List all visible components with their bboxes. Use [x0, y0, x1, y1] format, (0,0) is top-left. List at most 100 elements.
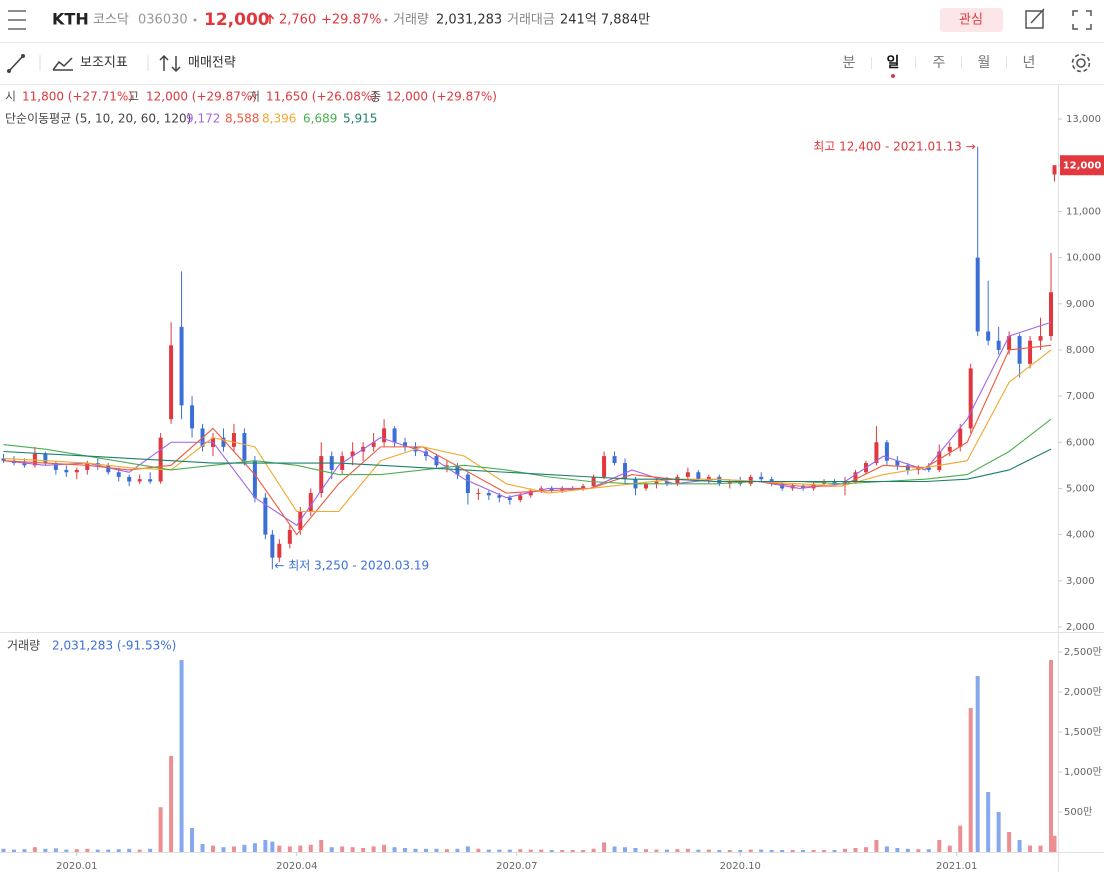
open-label: 시 — [5, 90, 16, 104]
separator — [193, 18, 197, 22]
candle-body — [270, 534, 275, 558]
candle-body — [685, 472, 690, 477]
x-tick-label: 2020.07 — [496, 861, 537, 872]
candle-body — [958, 428, 963, 447]
period-tab[interactable]: 주 — [933, 55, 946, 71]
volume-bar — [1017, 840, 1022, 852]
volume-bar — [958, 825, 963, 852]
volume-bar — [53, 848, 58, 852]
candle-body — [528, 490, 533, 496]
volume-bar — [528, 849, 533, 852]
period-tab[interactable]: 년 — [1023, 55, 1036, 71]
menu-icon[interactable] — [8, 10, 26, 30]
period-tab[interactable]: 일 — [887, 55, 900, 71]
open-value: 11,800 (+27.71%) — [22, 90, 133, 104]
volume-bar — [780, 850, 785, 852]
candle-body — [106, 465, 111, 473]
volume-bar — [748, 849, 753, 852]
ma-value: 6,689 — [303, 112, 337, 126]
volume-bar — [518, 849, 523, 852]
draw-icon[interactable] — [8, 55, 24, 72]
volume-bar — [329, 847, 334, 852]
candle-body — [252, 460, 257, 498]
volume-bar — [277, 845, 282, 852]
separator — [384, 18, 388, 22]
volume-bar — [350, 847, 355, 852]
volume-tick-label: 2,000만 — [1064, 686, 1102, 698]
volume-tick-label: 1,500만 — [1064, 726, 1102, 738]
settings-icon[interactable] — [1071, 53, 1091, 73]
volume-bar — [996, 812, 1001, 852]
candle-body — [231, 433, 236, 447]
volume-bar — [1049, 660, 1054, 852]
volume-bar — [759, 849, 764, 852]
volume-bar — [434, 848, 439, 852]
candle-body — [263, 497, 268, 535]
y-tick-label: 13,000 — [1066, 114, 1101, 125]
volume-bar — [190, 828, 195, 852]
strategy-icon[interactable] — [159, 54, 181, 73]
candle-body — [832, 481, 837, 484]
volume-bar — [423, 848, 428, 852]
edit-icon[interactable] — [1025, 8, 1045, 29]
fullscreen-icon[interactable] — [1072, 10, 1092, 30]
up-arrow — [265, 13, 275, 24]
y-tick-label: 5,000 — [1066, 483, 1095, 494]
volume-bar — [106, 849, 111, 852]
volume-bar — [319, 840, 324, 852]
candle-body — [1052, 165, 1057, 175]
volume-bar — [361, 848, 366, 852]
volume-bar — [392, 847, 397, 852]
indicator-icon[interactable] — [52, 57, 73, 71]
period-tab[interactable]: 분 — [843, 55, 856, 71]
favorite-label[interactable]: 관심 — [959, 13, 983, 28]
strategy-button[interactable]: 매매전략 — [188, 56, 236, 71]
candle-body — [190, 405, 195, 429]
volume-bar — [623, 847, 628, 852]
volume-bar — [916, 849, 921, 852]
candle-body — [392, 428, 397, 443]
candle-body — [137, 479, 142, 482]
volume-bar — [986, 792, 991, 852]
volume-bar — [769, 850, 774, 852]
quote-info: 시 11,800 (+27.71%) 고 12,000 (+29.87%) 저 … — [5, 90, 497, 126]
y-tick-label: 7,000 — [1066, 391, 1095, 402]
volume-label: 거래량 — [393, 13, 429, 28]
candle-body — [759, 476, 764, 480]
period-tab[interactable]: 월 — [978, 55, 991, 71]
candle-body — [1007, 336, 1012, 350]
ma-value: 8,396 — [262, 112, 296, 126]
volume-bar — [169, 756, 174, 852]
volume-bar — [1028, 845, 1033, 852]
candle-body — [1017, 336, 1022, 364]
close-label: 종 — [370, 90, 381, 104]
volume-bar — [884, 846, 889, 852]
candle-body — [801, 486, 806, 489]
volume-bar — [444, 849, 449, 852]
candle-body — [926, 467, 931, 470]
y-tick-label: 9,000 — [1066, 299, 1095, 310]
volume-bar — [403, 848, 408, 852]
volume-bar — [497, 849, 502, 852]
header: KTH 코스닥 036030 12,000 2,760 +29.87% 거래량 … — [0, 8, 1104, 43]
indicators-button[interactable]: 보조지표 — [80, 56, 128, 71]
volume-bar — [895, 848, 900, 852]
volume-bar — [738, 850, 743, 852]
candle-body — [780, 483, 785, 489]
volume-bar — [210, 845, 215, 852]
candle-body — [277, 543, 282, 558]
candle-body — [486, 493, 491, 496]
volume-bar — [706, 849, 711, 852]
x-tick-label: 2020.04 — [276, 861, 317, 872]
volume-bar — [947, 845, 952, 852]
volume-bar — [853, 848, 858, 852]
candle-body — [968, 368, 973, 429]
active-dot — [891, 74, 895, 78]
favorite-button[interactable] — [940, 8, 1003, 32]
volume-bar — [413, 848, 418, 852]
volume-bar — [843, 848, 848, 852]
candle-body — [43, 453, 48, 464]
volume-bar — [242, 844, 247, 852]
candle-body — [654, 481, 659, 484]
